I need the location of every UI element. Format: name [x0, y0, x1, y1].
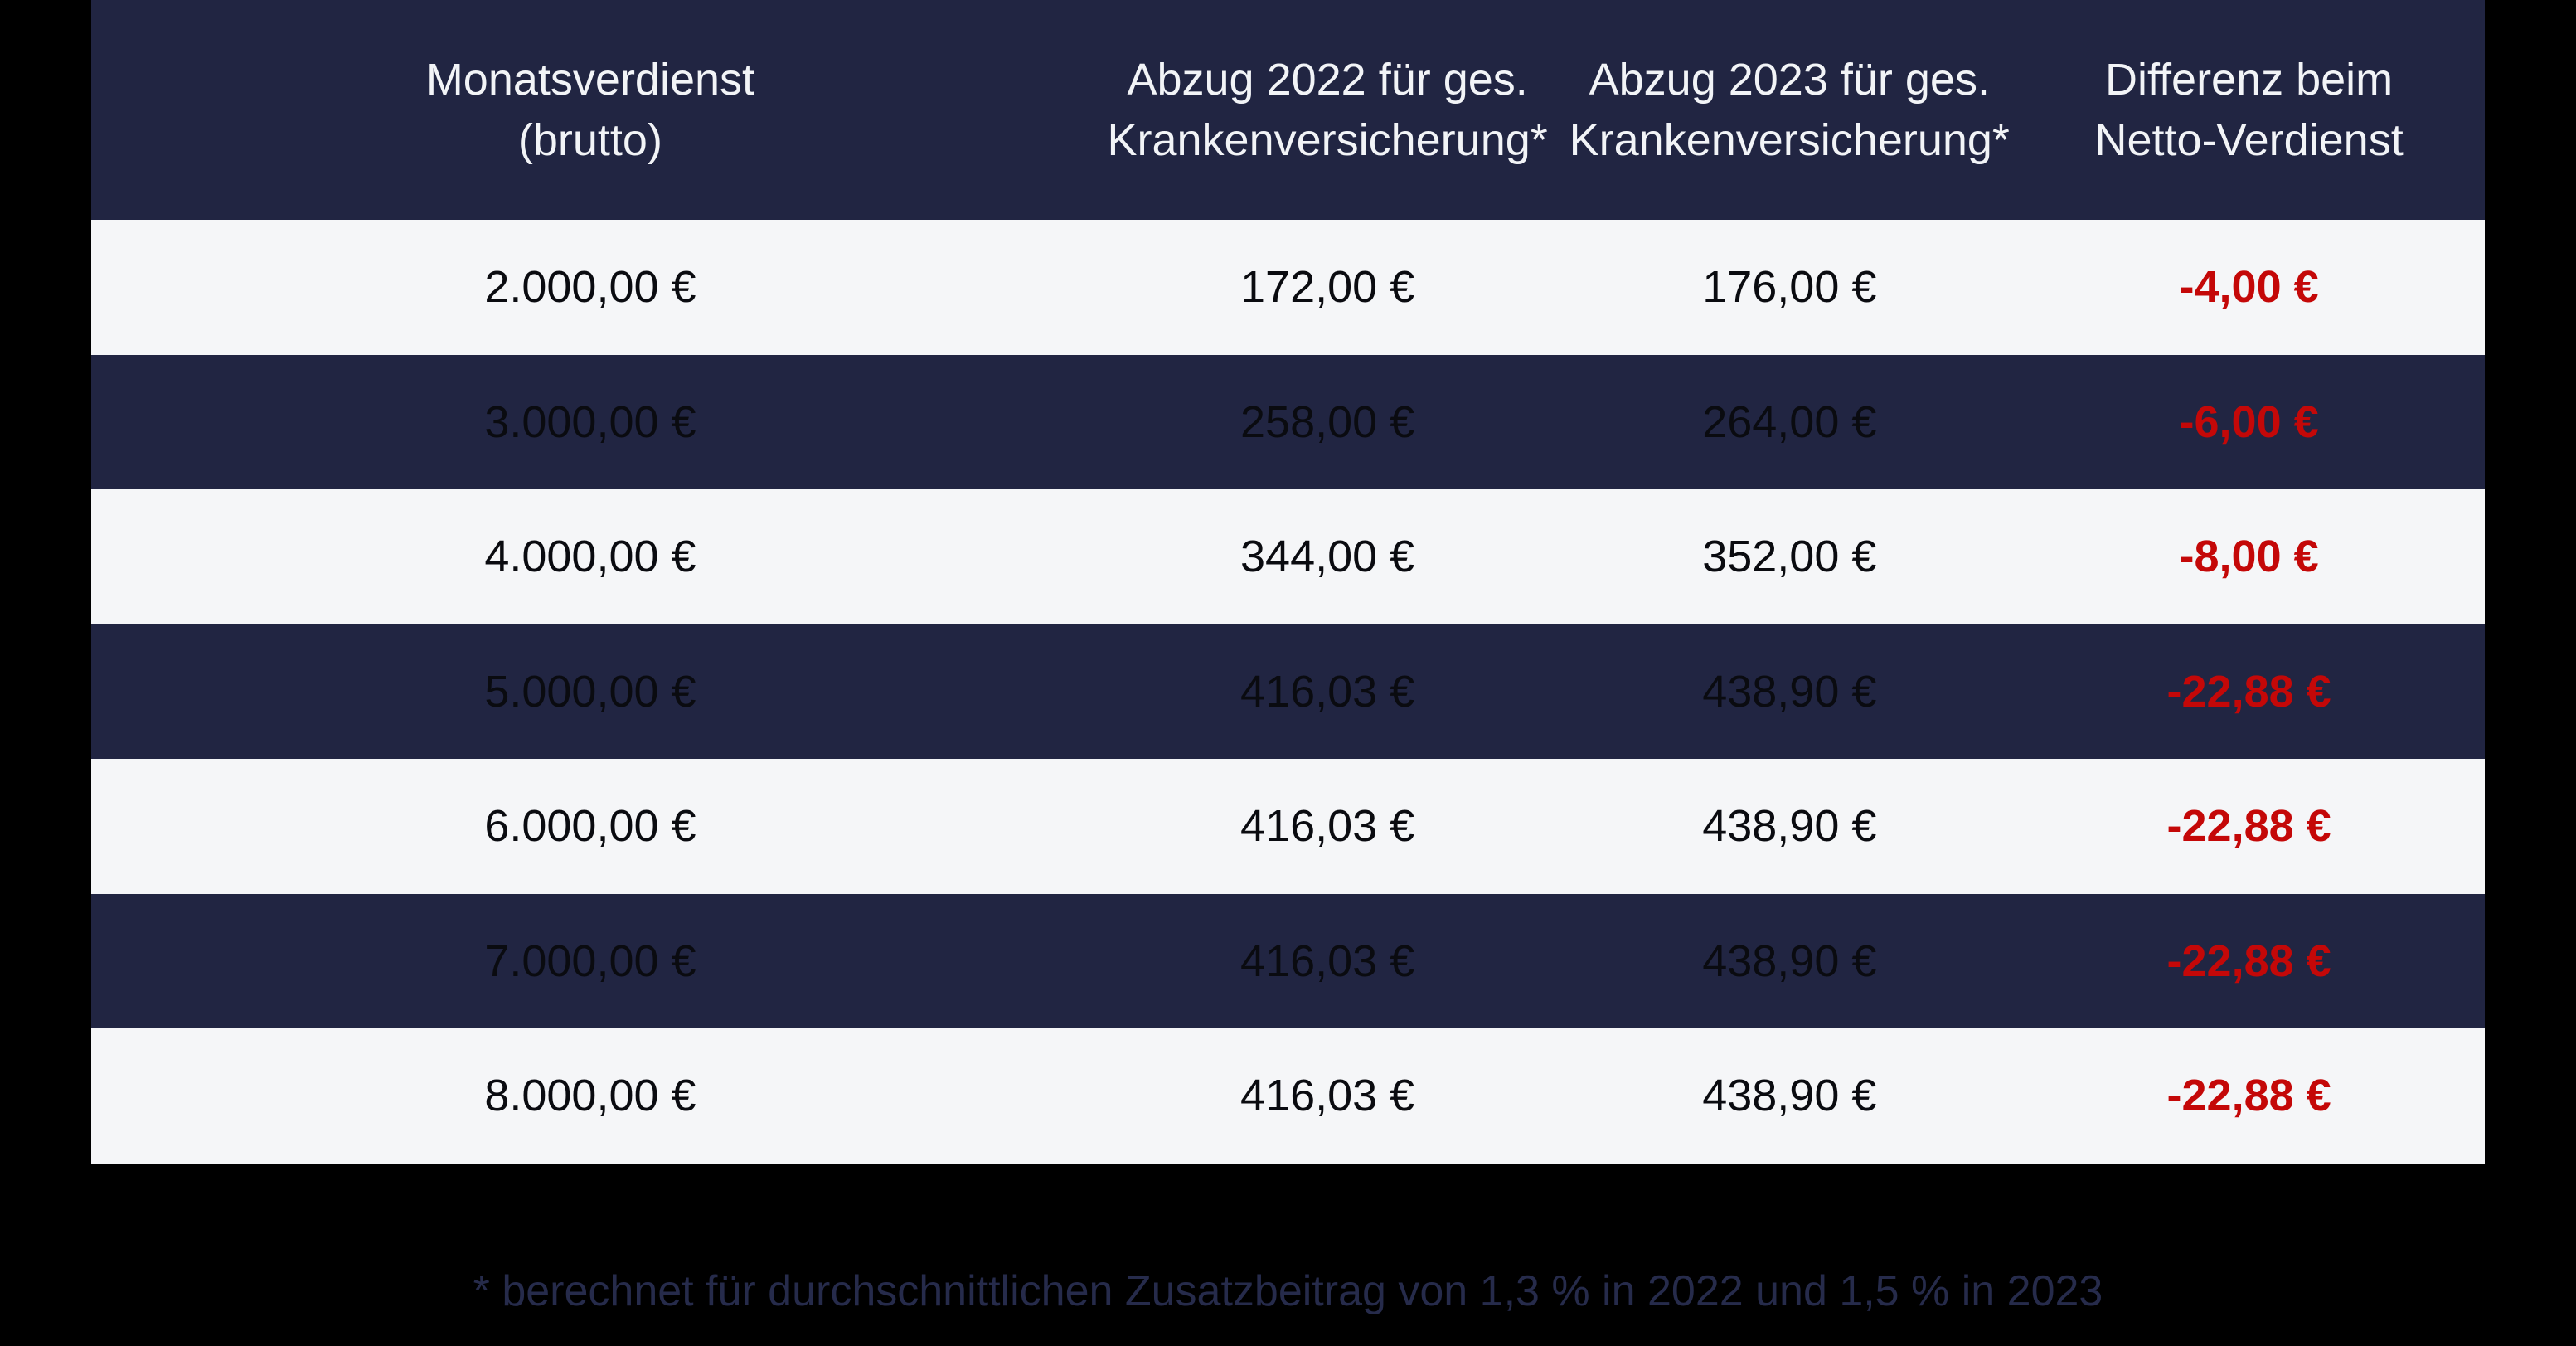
cell-abzug-2022: 416,03 €: [1240, 935, 1415, 986]
header-monatsverdienst: Monatsverdienst (brutto): [425, 54, 755, 165]
header-abzug-2023: Abzug 2023 für ges. Krankenversicherung*: [1569, 54, 2010, 165]
table-row: 6.000,00 € 416,03 € 438,90 € -22,88 €: [91, 759, 2485, 894]
cell-abzug-2023: 438,90 €: [1702, 666, 1877, 717]
cell-differenz: -8,00 €: [2179, 532, 2319, 582]
cell-abzug-2023: 438,90 €: [1702, 935, 1877, 986]
header-differenz: Differenz beim Netto-Verdienst: [2094, 54, 2404, 165]
cell-abzug-2023: 438,90 €: [1702, 801, 1877, 852]
cell-brutto: 7.000,00 €: [484, 935, 696, 986]
cell-differenz: -4,00 €: [2179, 262, 2319, 313]
cell-abzug-2023: 176,00 €: [1702, 262, 1877, 313]
cell-abzug-2023: 264,00 €: [1702, 396, 1877, 447]
cell-brutto: 3.000,00 €: [484, 396, 696, 447]
cell-abzug-2023: 438,90 €: [1702, 1071, 1877, 1121]
cell-differenz: -22,88 €: [2166, 1071, 2331, 1121]
cell-brutto: 5.000,00 €: [484, 666, 696, 717]
cell-abzug-2022: 416,03 €: [1240, 1071, 1415, 1121]
table-row: 2.000,00 € 172,00 € 176,00 € -4,00 €: [91, 220, 2485, 355]
cell-brutto: 6.000,00 €: [484, 801, 696, 852]
cell-differenz: -22,88 €: [2166, 666, 2331, 717]
footnote-zusatzbeitrag: * berechnet für durchschnittlichen Zusat…: [473, 1267, 2103, 1315]
cell-brutto: 8.000,00 €: [484, 1071, 696, 1121]
cell-differenz: -22,88 €: [2166, 935, 2331, 986]
table-row: 5.000,00 € 416,03 € 438,90 € -22,88 €: [91, 624, 2485, 759]
table-header-row: Monatsverdienst (brutto) Abzug 2022 für …: [91, 0, 2485, 220]
cell-abzug-2023: 352,00 €: [1702, 532, 1877, 582]
table-row: 4.000,00 € 344,00 € 352,00 € -8,00 €: [91, 489, 2485, 624]
cell-differenz: -6,00 €: [2179, 396, 2319, 447]
insurance-deduction-table: Monatsverdienst (brutto) Abzug 2022 für …: [91, 0, 2485, 1164]
cell-differenz: -22,88 €: [2166, 801, 2331, 852]
cell-abzug-2022: 344,00 €: [1240, 532, 1415, 582]
cell-abzug-2022: 258,00 €: [1240, 396, 1415, 447]
table-row: 8.000,00 € 416,03 € 438,90 € -22,88 €: [91, 1028, 2485, 1164]
header-abzug-2022: Abzug 2022 für ges. Krankenversicherung*: [1107, 54, 1548, 165]
cell-abzug-2022: 416,03 €: [1240, 801, 1415, 852]
cell-brutto: 2.000,00 €: [484, 262, 696, 313]
cell-abzug-2022: 172,00 €: [1240, 262, 1415, 313]
cell-brutto: 4.000,00 €: [484, 532, 696, 582]
table-row: 3.000,00 € 258,00 € 264,00 € -6,00 €: [91, 354, 2485, 489]
table-row: 7.000,00 € 416,03 € 438,90 € -22,88 €: [91, 893, 2485, 1028]
cell-abzug-2022: 416,03 €: [1240, 666, 1415, 717]
